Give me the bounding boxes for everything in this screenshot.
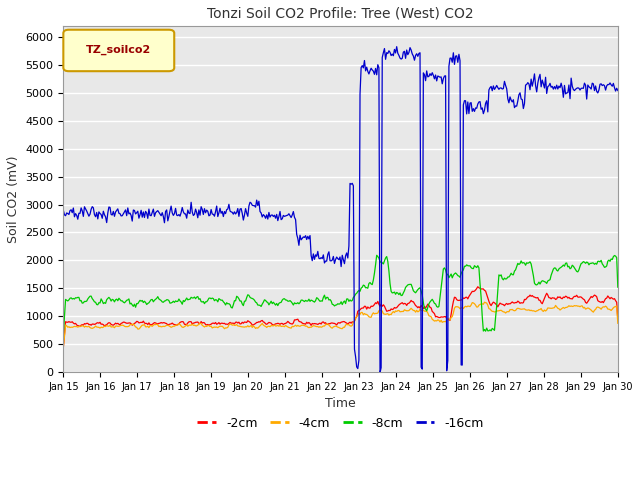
-16cm [323, 258, 330, 264]
Line: -8cm: -8cm [63, 255, 618, 334]
-8cm [390, 289, 398, 295]
-4cm [614, 320, 621, 326]
Text: TZ_soilco2: TZ_soilco2 [86, 45, 152, 55]
-16cm [516, 90, 524, 96]
Line: -16cm: -16cm [63, 47, 618, 372]
-16cm [603, 83, 611, 89]
-8cm [614, 284, 621, 290]
-2cm [323, 322, 330, 327]
-4cm [602, 303, 609, 309]
X-axis label: Time: Time [325, 397, 356, 410]
-2cm [60, 345, 67, 350]
-2cm [360, 305, 367, 311]
-8cm [360, 282, 367, 288]
Legend: -2cm, -4cm, -8cm, -16cm: -2cm, -4cm, -8cm, -16cm [193, 412, 489, 434]
-16cm [390, 47, 398, 52]
-4cm [481, 300, 488, 305]
-16cm [60, 207, 67, 213]
-4cm [60, 345, 67, 350]
-16cm [376, 370, 384, 375]
-8cm [373, 252, 381, 258]
FancyBboxPatch shape [63, 30, 174, 71]
-2cm [614, 317, 621, 323]
-16cm [614, 88, 621, 94]
-4cm [326, 324, 334, 329]
-2cm [515, 299, 523, 305]
-2cm [474, 284, 482, 289]
-4cm [515, 306, 523, 312]
-4cm [323, 321, 330, 327]
Y-axis label: Soil CO2 (mV): Soil CO2 (mV) [7, 156, 20, 243]
Title: Tonzi Soil CO2 Profile: Tree (West) CO2: Tonzi Soil CO2 Profile: Tree (West) CO2 [207, 7, 474, 21]
-2cm [602, 296, 609, 301]
-2cm [326, 321, 334, 326]
Line: -4cm: -4cm [63, 302, 618, 348]
-4cm [390, 309, 397, 314]
-16cm [393, 44, 401, 49]
Line: -2cm: -2cm [63, 287, 618, 348]
-8cm [326, 297, 334, 302]
-8cm [602, 264, 609, 270]
-4cm [360, 312, 367, 318]
-2cm [390, 306, 397, 312]
-16cm [360, 65, 367, 71]
-8cm [515, 262, 523, 267]
-16cm [326, 258, 334, 264]
-8cm [323, 295, 330, 300]
-8cm [60, 331, 67, 336]
